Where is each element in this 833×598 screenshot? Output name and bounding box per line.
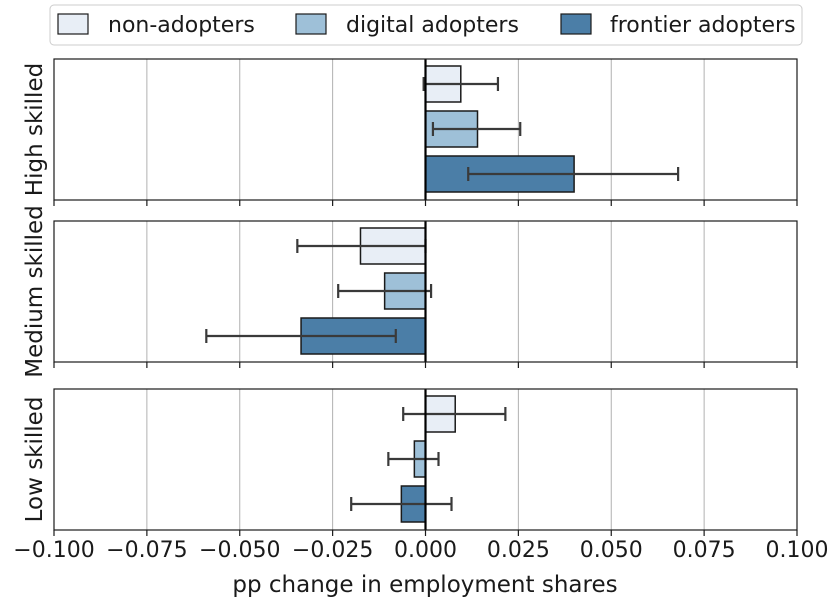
tick-marks bbox=[53, 362, 798, 368]
x-tick-label: 0.025 bbox=[487, 538, 550, 563]
legend-label-digital-adopters: digital adopters bbox=[346, 13, 519, 38]
x-tick-label: −0.050 bbox=[199, 538, 280, 563]
x-tick-label: 0.075 bbox=[673, 538, 736, 563]
legend-swatch-frontier-adopters bbox=[560, 13, 592, 35]
legend-frame bbox=[49, 4, 803, 46]
panel-label: Medium skilled bbox=[22, 205, 48, 378]
x-axis: −0.100 −0.075 −0.050 −0.025 0.000 0.025 0.050 0… bbox=[13, 538, 828, 563]
x-tick-label: 0.100 bbox=[766, 538, 829, 563]
bars bbox=[205, 227, 433, 355]
tick-marks bbox=[53, 530, 798, 536]
x-tick-label: −0.075 bbox=[106, 538, 187, 563]
panel-label: Low skilled bbox=[22, 397, 48, 523]
bars bbox=[350, 395, 507, 523]
x-tick-label: 0.050 bbox=[580, 538, 643, 563]
panel-high-skilled: High skilled bbox=[22, 58, 798, 206]
x-tick-label: −0.100 bbox=[13, 538, 94, 563]
x-axis-title: pp change in employment shares bbox=[232, 572, 617, 598]
bars bbox=[422, 65, 680, 193]
legend-swatch-digital-adopters bbox=[295, 13, 327, 35]
panel-low-skilled: Low skilled bbox=[22, 388, 798, 536]
legend-label-frontier-adopters: frontier adopters bbox=[610, 13, 796, 38]
legend-swatch-non-adopters bbox=[57, 13, 89, 35]
legend: non-adopters digital adopters frontier a… bbox=[49, 4, 803, 46]
panel-medium-skilled: Medium skilled bbox=[22, 205, 798, 378]
x-tick-label: 0.000 bbox=[394, 538, 457, 563]
legend-label-non-adopters: non-adopters bbox=[108, 13, 255, 38]
tick-marks bbox=[53, 200, 798, 206]
x-tick-label: −0.025 bbox=[292, 538, 373, 563]
panel-label: High skilled bbox=[22, 63, 48, 196]
